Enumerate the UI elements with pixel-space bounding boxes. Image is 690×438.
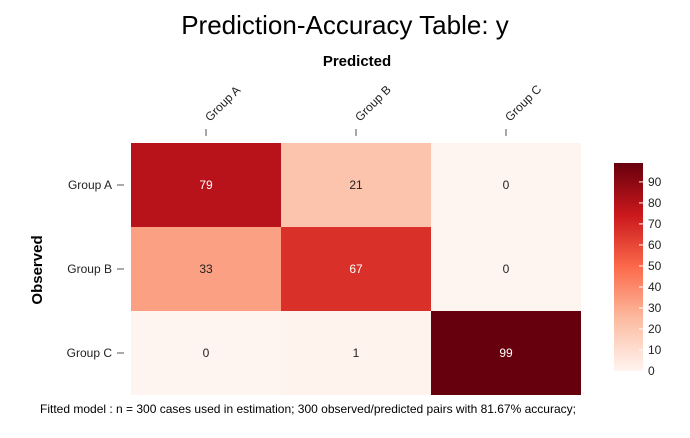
cell-value-label: 99 (499, 346, 513, 360)
colorbar-tick-label: 20 (648, 322, 662, 336)
colorbar-tick-label: 30 (648, 301, 662, 315)
y-axis: Group A Group B Group C (67, 178, 124, 360)
heatmap-cell (281, 227, 431, 311)
colorbar: 0 10 20 30 40 50 60 70 80 90 (614, 163, 662, 378)
chart-title: Prediction-Accuracy Table: y (181, 10, 509, 40)
y-tick-label: Group B (67, 262, 112, 276)
colorbar-tick-label: 50 (648, 259, 662, 273)
x-tick-label: Group C (502, 82, 544, 124)
colorbar-tick-label: 40 (648, 280, 662, 294)
x-tick-label: Group B (352, 83, 394, 125)
colorbar-ticks: 0 10 20 30 40 50 60 70 80 90 (639, 175, 662, 378)
heatmap-cell (281, 143, 431, 227)
colorbar-tick-label: 60 (648, 238, 662, 252)
cell-value-label: 33 (199, 262, 213, 276)
heatmap-cell (431, 227, 581, 311)
heatmap-cells: 79 21 0 33 67 0 0 1 99 (131, 143, 581, 395)
y-tick-label: Group C (67, 346, 113, 360)
cell-value-label: 79 (199, 178, 213, 192)
cell-value-label: 67 (349, 262, 363, 276)
colorbar-tick-label: 90 (648, 175, 662, 189)
cell-value-label: 21 (349, 178, 363, 192)
heatmap-cell (431, 143, 581, 227)
cell-value-label: 0 (503, 178, 510, 192)
heatmap-cell (131, 143, 281, 227)
heatmap-cell (131, 227, 281, 311)
colorbar-tick-label: 0 (648, 364, 655, 378)
x-axis: Group A Group B Group C (202, 82, 544, 136)
y-axis-title: Observed (29, 235, 46, 304)
cell-value-label: 1 (353, 346, 360, 360)
colorbar-tick-label: 80 (648, 196, 662, 210)
x-axis-title: Predicted (323, 53, 391, 70)
heatmap-cell (131, 311, 281, 395)
x-tick-label: Group A (202, 83, 243, 124)
colorbar-gradient (614, 163, 643, 371)
heatmap-cell (431, 311, 581, 395)
y-tick-label: Group A (68, 178, 112, 192)
footer-note: Fitted model : n = 300 cases used in est… (40, 402, 576, 416)
colorbar-tick-label: 70 (648, 217, 662, 231)
heatmap-cell (281, 311, 431, 395)
cell-value-label: 0 (503, 262, 510, 276)
cell-value-label: 0 (203, 346, 210, 360)
colorbar-tick-label: 10 (648, 343, 662, 357)
